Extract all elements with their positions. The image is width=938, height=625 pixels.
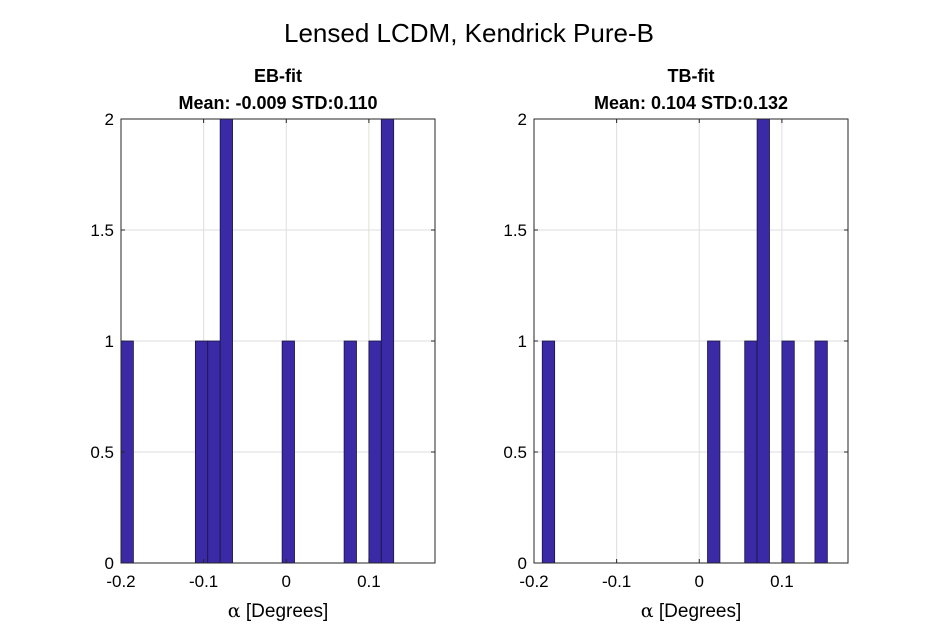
- eb-bar-1: [194, 340, 209, 564]
- eb-bar-6: [368, 340, 382, 564]
- eb-fit-panel: 0 0.5 1 1.5 2 -0.2 -0.1 0 0.1 EB-fit Mean: -0.009 …: [90, 66, 436, 622]
- tb-xlabel-symbol: α: [641, 600, 654, 622]
- figure-title: Lensed LCDM, Kendrick Pure-B: [284, 18, 654, 48]
- eb-subtitle: Mean: -0.009 STD:0.110: [178, 93, 377, 113]
- tb-bar-0: [541, 340, 556, 564]
- tb-ytick-label: 1: [518, 332, 527, 351]
- tb-bar-5: [814, 340, 828, 564]
- tb-xlabel: α [Degrees]: [641, 600, 742, 622]
- tb-bar-2: [744, 340, 758, 564]
- eb-ytick-label: 0.5: [90, 443, 114, 462]
- eb-bar-2: [207, 340, 221, 564]
- eb-xlabel: α [Degrees]: [228, 600, 329, 622]
- tb-ytick-label: 0: [518, 554, 527, 573]
- eb-bar-4: [281, 340, 295, 564]
- eb-ytick-label: 1: [105, 332, 114, 351]
- eb-ytick-label: 2: [105, 110, 114, 129]
- eb-xtick-label: -0.2: [106, 572, 135, 591]
- eb-xtick-label: 0.1: [357, 572, 381, 591]
- tb-title: TB-fit: [668, 66, 715, 86]
- tb-xtick-label: 0.1: [770, 572, 794, 591]
- eb-xtick-label: 0: [282, 572, 291, 591]
- tb-ytick-label: 0.5: [503, 443, 527, 462]
- eb-xtick-label: -0.1: [189, 572, 218, 591]
- eb-title: EB-fit: [254, 66, 302, 86]
- tb-bar-3: [756, 118, 770, 564]
- tb-xtick-label: -0.2: [519, 572, 548, 591]
- eb-bar-3: [219, 118, 233, 564]
- eb-xlabel-text: [Degrees]: [241, 601, 329, 622]
- tb-xtick-label: -0.1: [602, 572, 631, 591]
- tb-fit-panel: 0 0.5 1 1.5 2 -0.2 -0.1 0 0.1 TB-fit Mean: 0.104 S…: [503, 66, 849, 622]
- tb-bar-1: [707, 340, 721, 564]
- tb-bar-4: [781, 340, 795, 564]
- tb-ytick-label: 1.5: [503, 221, 527, 240]
- eb-ytick-label: 1.5: [90, 221, 114, 240]
- tb-ytick-label: 2: [518, 110, 527, 129]
- eb-bar-5: [343, 340, 357, 564]
- eb-xlabel-symbol: α: [228, 600, 241, 622]
- eb-bar-7: [380, 118, 395, 564]
- tb-subtitle: Mean: 0.104 STD:0.132: [594, 93, 788, 113]
- eb-ytick-label: 0: [105, 554, 114, 573]
- tb-xtick-label: 0: [695, 572, 704, 591]
- tb-xlabel-text: [Degrees]: [654, 601, 742, 622]
